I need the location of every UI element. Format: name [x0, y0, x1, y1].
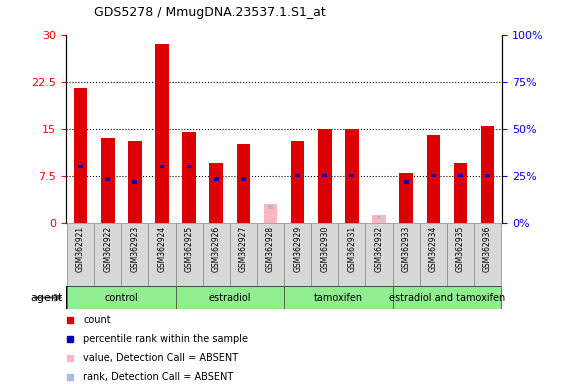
Text: GSM362927: GSM362927 [239, 226, 248, 272]
Bar [295, 174, 300, 177]
Bar [485, 174, 490, 177]
FancyBboxPatch shape [420, 223, 447, 286]
Text: GSM362924: GSM362924 [158, 226, 167, 272]
FancyBboxPatch shape [230, 223, 257, 286]
Text: value, Detection Call = ABSENT: value, Detection Call = ABSENT [83, 353, 238, 363]
Bar [345, 129, 359, 223]
Bar [74, 88, 87, 223]
Bar [214, 177, 219, 180]
Text: GSM362932: GSM362932 [375, 226, 384, 272]
Text: agent: agent [30, 293, 63, 303]
Bar [132, 180, 137, 184]
Text: GSM362931: GSM362931 [347, 226, 356, 272]
FancyBboxPatch shape [474, 223, 501, 286]
Text: GSM362922: GSM362922 [103, 226, 112, 272]
Bar [458, 174, 463, 177]
FancyBboxPatch shape [175, 223, 203, 286]
FancyBboxPatch shape [67, 223, 94, 286]
Text: GSM362936: GSM362936 [483, 226, 492, 272]
FancyBboxPatch shape [365, 223, 393, 286]
FancyBboxPatch shape [121, 223, 148, 286]
Text: GSM362928: GSM362928 [266, 226, 275, 272]
Text: GSM362929: GSM362929 [293, 226, 302, 272]
Text: GDS5278 / MmugDNA.23537.1.S1_at: GDS5278 / MmugDNA.23537.1.S1_at [94, 6, 326, 19]
FancyBboxPatch shape [393, 286, 501, 309]
Bar [241, 177, 246, 180]
Bar [159, 165, 164, 168]
FancyBboxPatch shape [284, 223, 311, 286]
FancyBboxPatch shape [393, 223, 420, 286]
FancyBboxPatch shape [339, 223, 365, 286]
Bar [377, 216, 381, 219]
Bar [453, 163, 467, 223]
Bar [372, 215, 386, 223]
Bar [268, 205, 273, 209]
Text: percentile rank within the sample: percentile rank within the sample [83, 334, 248, 344]
Bar [155, 44, 169, 223]
Text: GSM362934: GSM362934 [429, 226, 438, 272]
Text: control: control [104, 293, 138, 303]
Text: GSM362930: GSM362930 [320, 226, 329, 272]
FancyBboxPatch shape [67, 286, 175, 309]
Text: GSM362921: GSM362921 [76, 226, 85, 272]
Text: GSM362935: GSM362935 [456, 226, 465, 272]
FancyBboxPatch shape [66, 286, 500, 309]
Text: GSM362926: GSM362926 [212, 226, 221, 272]
Text: count: count [83, 315, 111, 325]
FancyBboxPatch shape [148, 223, 175, 286]
Bar [236, 144, 250, 223]
Text: estradiol and tamoxifen: estradiol and tamoxifen [389, 293, 505, 303]
Text: rank, Detection Call = ABSENT: rank, Detection Call = ABSENT [83, 371, 234, 382]
Bar [264, 204, 278, 223]
Text: estradiol: estradiol [208, 293, 251, 303]
FancyBboxPatch shape [175, 286, 284, 309]
Bar [105, 177, 110, 180]
Bar [349, 174, 355, 177]
FancyBboxPatch shape [311, 223, 339, 286]
Bar [322, 174, 327, 177]
FancyBboxPatch shape [94, 223, 121, 286]
FancyBboxPatch shape [257, 223, 284, 286]
Bar [291, 141, 304, 223]
Bar [210, 163, 223, 223]
FancyBboxPatch shape [447, 223, 474, 286]
Bar [182, 132, 196, 223]
Text: GSM362933: GSM362933 [401, 226, 411, 272]
Bar [128, 141, 142, 223]
Text: GSM362923: GSM362923 [130, 226, 139, 272]
FancyBboxPatch shape [203, 223, 230, 286]
Bar [404, 180, 409, 184]
Bar [78, 165, 83, 168]
Bar [481, 126, 494, 223]
FancyBboxPatch shape [284, 286, 393, 309]
Bar [372, 217, 386, 223]
Bar [101, 138, 115, 223]
Text: GSM362925: GSM362925 [184, 226, 194, 272]
Bar [318, 129, 332, 223]
Bar [187, 165, 191, 168]
Bar [399, 172, 413, 223]
Text: tamoxifen: tamoxifen [314, 293, 363, 303]
Bar [427, 135, 440, 223]
Bar [431, 174, 436, 177]
